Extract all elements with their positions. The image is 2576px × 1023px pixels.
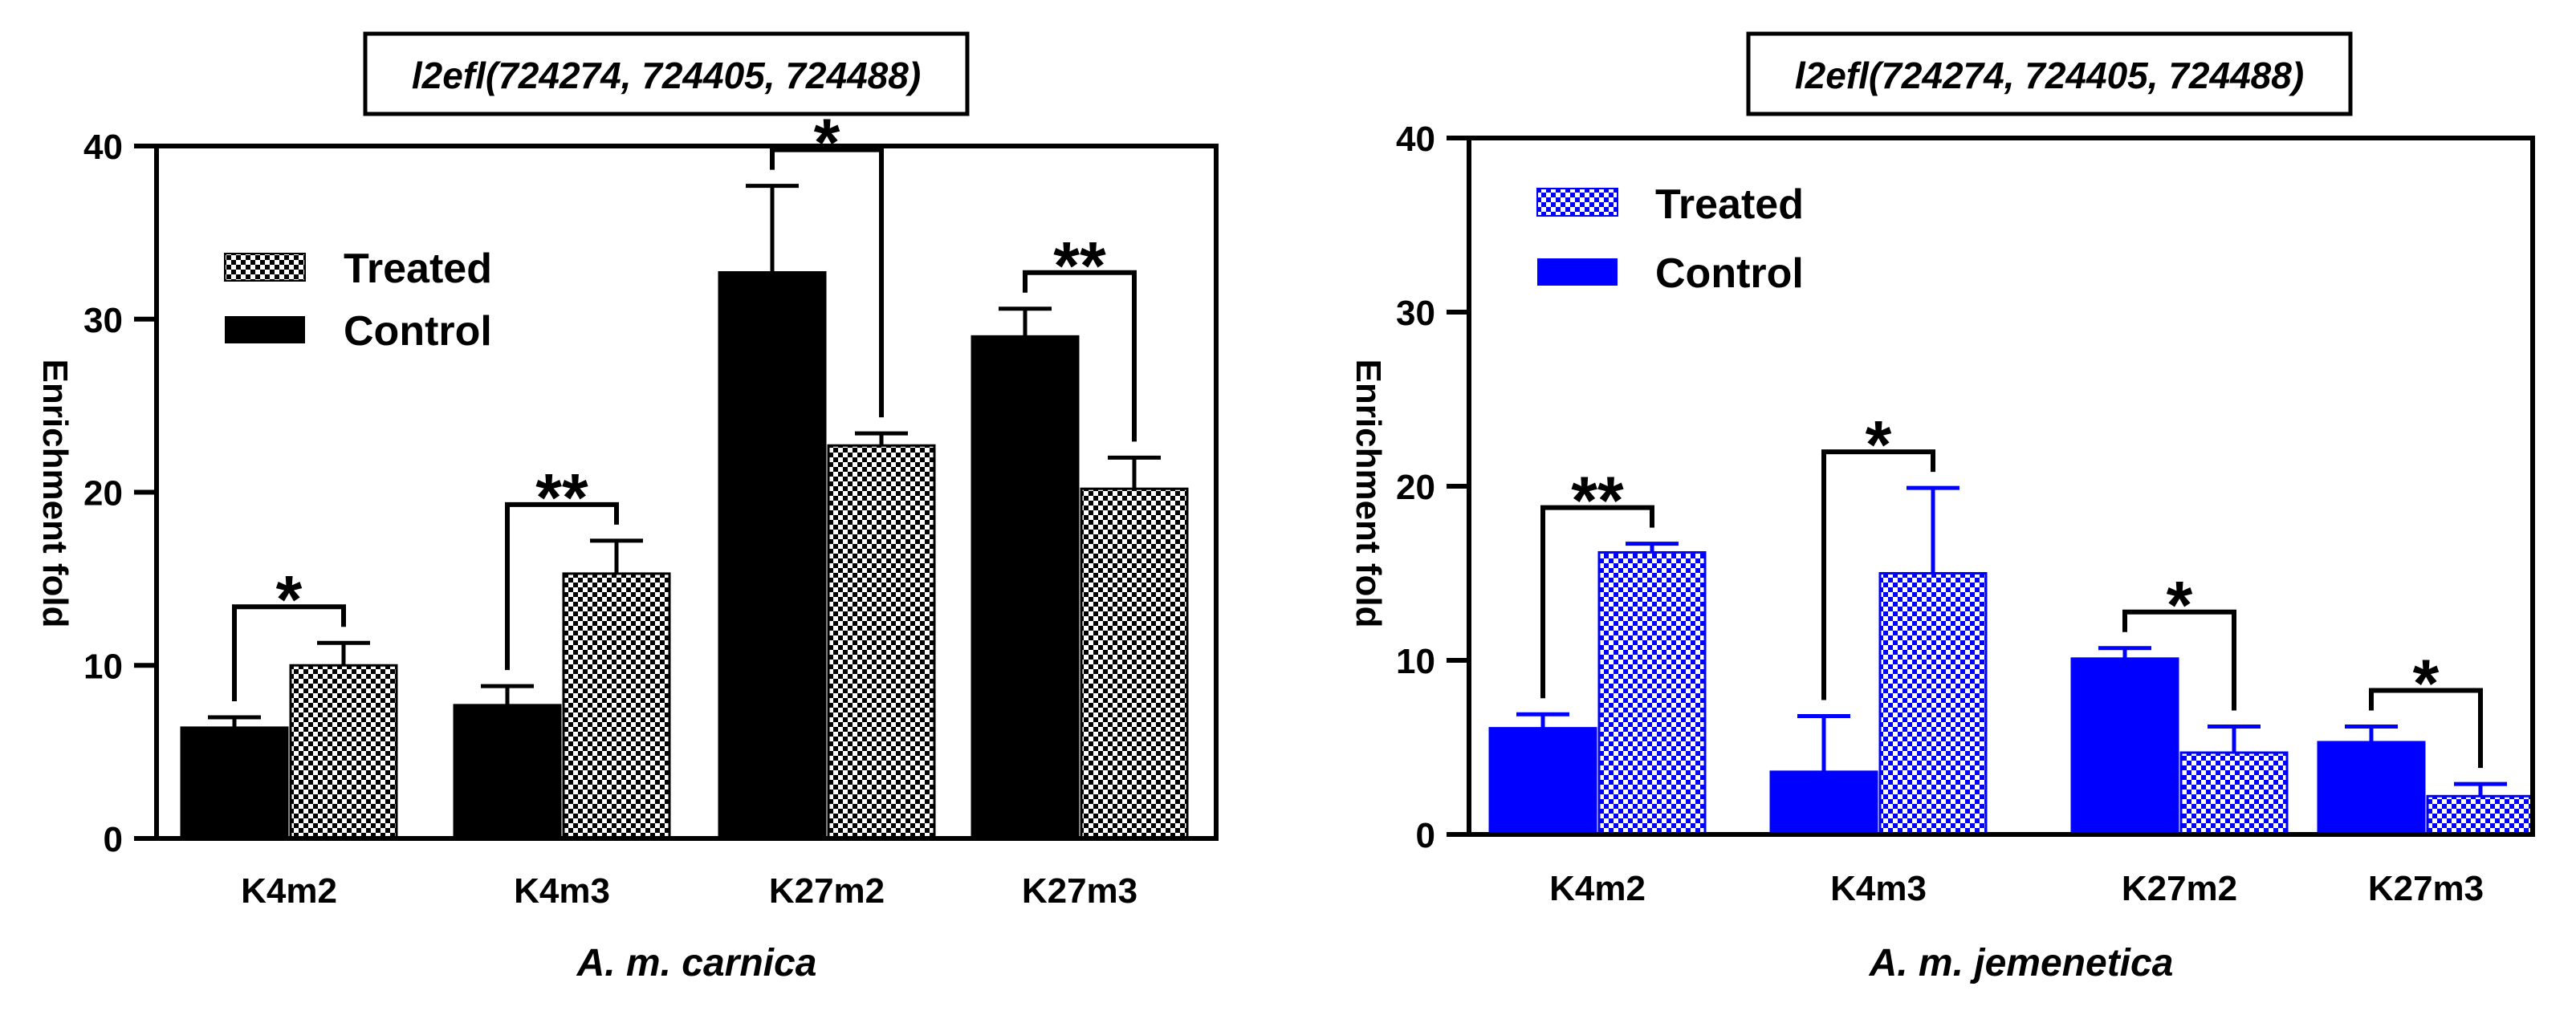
- significance-label-K27m3: **: [1053, 228, 1106, 303]
- bar-treated-K27m3: [1080, 487, 1189, 840]
- significance-bracket-K27m3: [1023, 270, 1137, 442]
- y-tick-label-10: 10: [83, 647, 123, 686]
- significance-bracket-K4m3: [1821, 449, 1935, 700]
- chart-left-significance: ******: [232, 105, 1137, 701]
- legend-control-label: Control: [344, 308, 492, 355]
- category-label-K27m2: K27m2: [769, 871, 885, 911]
- category-label-K27m2: K27m2: [2122, 869, 2237, 908]
- legend-treated-swatch: [224, 253, 306, 282]
- chart-left-legend: Treated Control: [224, 246, 492, 355]
- y-tick-label-10: 10: [1396, 642, 1435, 681]
- chart-left-title: l2efl(724274, 724405, 724488): [412, 55, 921, 96]
- significance-bracket-K4m2: [232, 604, 346, 701]
- legend-treated-swatch: [1536, 188, 1618, 217]
- category-label-K27m3: K27m3: [1022, 871, 1137, 911]
- bar-treated-K27m2: [2179, 751, 2289, 836]
- bar-treated-K4m3: [562, 572, 671, 840]
- chart-left-title-box: [363, 31, 970, 116]
- category-label-K4m3: K4m3: [1830, 869, 1927, 908]
- bar-control-K27m3: [971, 335, 1080, 840]
- legend-control-swatch: [225, 316, 305, 343]
- chart-left-bars: [180, 270, 1189, 840]
- y-tick-label-0: 0: [1416, 816, 1435, 855]
- chart-right-xlabel: A. m. jemenetica: [1869, 942, 2174, 984]
- bar-treated-K27m3: [2426, 794, 2535, 836]
- significance-label-K4m3: *: [1866, 407, 1892, 482]
- chart-right-bars: [1488, 550, 2535, 836]
- bar-control-K4m3: [1769, 770, 1878, 836]
- chart-right-legend: Treated Control: [1536, 181, 1804, 297]
- bar-control-K4m2: [180, 726, 289, 840]
- significance-label-K27m3: *: [2413, 645, 2440, 721]
- significance-label-K27m2: *: [2167, 567, 2193, 643]
- y-tick-label-40: 40: [83, 128, 123, 167]
- y-tick-label-30: 30: [1396, 294, 1435, 333]
- y-tick-label-0: 0: [104, 820, 123, 859]
- chart-right-ylabel: Enrichment fold: [1349, 359, 1388, 628]
- bar-control-K27m2: [718, 270, 827, 840]
- bar-treated-K4m3: [1878, 572, 1988, 836]
- category-label-K27m3: K27m3: [2368, 869, 2484, 908]
- y-tick-label-20: 20: [83, 474, 123, 514]
- chart-right: l2efl(724274, 724405, 724488) Enrichment…: [1349, 31, 2535, 984]
- significance-label-K4m3: **: [535, 460, 588, 535]
- significance-bracket-K27m2: [770, 147, 884, 418]
- y-tick-label-20: 20: [1396, 468, 1435, 507]
- bar-control-K27m3: [2317, 741, 2426, 836]
- chart-right-title: l2efl(724274, 724405, 724488): [1795, 55, 2304, 96]
- chart-left-axes: K4m2 K4m3 K27m2 K27m3 0 10 20 30 40: [83, 128, 1219, 911]
- significance-label-K4m2: *: [276, 562, 303, 637]
- legend-control-swatch: [1537, 258, 1618, 286]
- significance-bracket-K27m3: [2369, 688, 2483, 769]
- y-tick-label-30: 30: [83, 301, 123, 340]
- category-label-K4m2: K4m2: [1549, 869, 1646, 908]
- bar-treated-K27m2: [827, 444, 936, 840]
- bar-treated-K4m2: [1597, 550, 1707, 836]
- legend-treated-label: Treated: [1655, 181, 1804, 228]
- chart-left-ylabel: Enrichment fold: [35, 359, 75, 628]
- chart-right-significance: *****: [1540, 407, 2483, 769]
- significance-label-K27m2: *: [814, 105, 840, 181]
- y-tick-label-40: 40: [1396, 120, 1435, 159]
- chart-right-errorbars: [1516, 485, 2507, 797]
- bar-control-K4m2: [1488, 727, 1597, 836]
- chart-right-title-box: [1746, 31, 2353, 116]
- chart-right-axes: K4m2 K4m3 K27m2 K27m3 0 10 20 30 40: [1396, 120, 2535, 908]
- legend-treated-label: Treated: [344, 246, 492, 292]
- category-label-K4m3: K4m3: [514, 871, 610, 911]
- legend-control-label: Control: [1655, 250, 1804, 297]
- chart-left-xlabel: A. m. carnica: [576, 942, 817, 984]
- category-label-K4m2: K4m2: [241, 871, 337, 911]
- bar-treated-K4m2: [289, 664, 398, 840]
- chart-left-errorbars: [208, 184, 1161, 728]
- bar-control-K27m2: [2070, 657, 2179, 836]
- significance-bracket-K4m3: [505, 501, 619, 671]
- bar-control-K4m3: [453, 704, 562, 840]
- significance-bracket-K27m2: [2122, 609, 2236, 711]
- significance-bracket-K4m2: [1540, 505, 1654, 699]
- significance-label-K4m2: **: [1571, 463, 1624, 538]
- chart-left: l2efl(724274, 724405, 724488) Enrichment…: [35, 31, 1219, 984]
